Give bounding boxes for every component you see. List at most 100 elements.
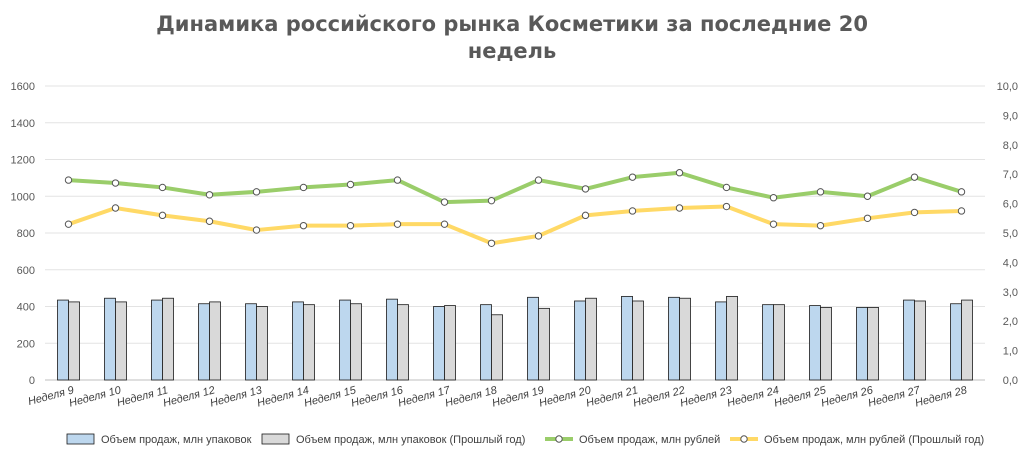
y-right-tick-label: 2,0 (1003, 316, 1018, 328)
data-point (675, 204, 684, 212)
x-tick-label: Неделя 28 (914, 384, 969, 410)
data-point (581, 185, 590, 193)
bar (527, 296, 539, 381)
bar (303, 304, 315, 381)
legend: Объем продаж, млн упаковок Объем продаж, … (66, 433, 984, 446)
bar (198, 303, 210, 381)
bar (773, 304, 785, 381)
data-point (863, 192, 872, 200)
data-point (252, 188, 261, 196)
series-line (66, 170, 964, 205)
bar (632, 300, 644, 381)
x-tick-label: Неделя 15 (303, 384, 358, 410)
bar (762, 304, 774, 381)
y-left-tick-label: 200 (17, 338, 35, 350)
y-right-tick-label: 10,0 (997, 81, 1018, 93)
y-left-tick-label: 800 (17, 228, 35, 240)
bar (57, 299, 69, 381)
y-left-tick-label: 0 (29, 375, 35, 387)
y-left-tick-label: 1000 (11, 191, 35, 203)
legend-label: Объем продаж, млн упаковок (101, 434, 252, 446)
bar (914, 300, 926, 381)
x-tick-label: Неделя 17 (397, 384, 452, 410)
bar (397, 304, 409, 381)
bar (292, 301, 304, 381)
data-point (957, 207, 966, 215)
bar (538, 307, 550, 381)
x-tick-label: Неделя 25 (773, 384, 828, 410)
bar (444, 305, 456, 381)
bar (621, 295, 633, 381)
data-point (158, 183, 167, 192)
line-series (64, 169, 966, 247)
bar (867, 307, 879, 381)
data-point (628, 207, 637, 215)
data-point (346, 180, 355, 189)
data-point (722, 202, 731, 211)
x-tick-label: Неделя 21 (585, 384, 639, 409)
data-point (393, 220, 402, 228)
data-point (111, 204, 120, 212)
x-tick-label: Неделя 16 (350, 384, 405, 410)
y-left-tick-label: 600 (17, 265, 35, 277)
x-tick-label: Неделя 12 (162, 384, 216, 409)
y-right-tick-label: 6,0 (1003, 199, 1018, 211)
bar (256, 306, 268, 381)
bar (961, 299, 973, 381)
y-right-tick-label: 0,0 (1003, 375, 1018, 387)
bar (339, 299, 351, 381)
y-left-tick-label: 1200 (11, 155, 35, 167)
y-axis-right: 0,0 1,0 2,0 3,0 4,0 5,0 6,0 7,0 8,0 9,0 10,0 (997, 81, 1018, 387)
y-left-tick-label: 1400 (11, 118, 35, 130)
data-point (487, 196, 496, 205)
data-point (299, 221, 308, 230)
data-point (628, 173, 637, 181)
bar (480, 304, 492, 381)
bar (856, 307, 868, 381)
y-right-tick-label: 4,0 (1003, 257, 1018, 269)
data-point (534, 232, 543, 240)
data-point (957, 188, 966, 196)
data-point (393, 176, 402, 184)
data-point (816, 221, 825, 230)
data-point (252, 226, 261, 234)
y-right-tick-label: 5,0 (1003, 228, 1018, 240)
y-left-tick-label: 1600 (11, 81, 35, 93)
data-point (346, 221, 355, 230)
bar (433, 306, 445, 381)
data-point (299, 183, 308, 192)
x-tick-label: Неделя 23 (679, 384, 734, 410)
legend-swatch (66, 433, 95, 445)
data-point (675, 169, 684, 177)
x-tick-label: Неделя 10 (68, 384, 123, 410)
data-point (769, 220, 778, 228)
bar (726, 295, 738, 381)
y-right-tick-label: 8,0 (1003, 140, 1018, 152)
bar (679, 297, 691, 381)
legend-marker (740, 435, 748, 443)
bar (245, 303, 257, 381)
series-line (66, 204, 964, 246)
bar (715, 301, 727, 381)
legend-label: Объем продаж, млн рублей (579, 434, 720, 446)
bar (68, 301, 80, 381)
data-point (722, 183, 731, 192)
chart-title-line-2: недель (468, 39, 557, 63)
gridlines (45, 85, 985, 381)
x-tick-label: Неделя 26 (820, 384, 875, 410)
y-axis-left: 0 200 400 600 800 1000 1200 1400 1600 (11, 81, 35, 387)
data-point (64, 176, 73, 184)
bar (574, 300, 586, 381)
x-tick-label: Неделя 18 (444, 384, 499, 410)
legend-marker (555, 435, 563, 443)
x-tick-label: Неделя 9 (27, 384, 76, 408)
y-right-tick-label: 7,0 (1003, 169, 1018, 181)
x-tick-label: Неделя 13 (209, 384, 264, 410)
data-point (158, 211, 167, 220)
bar (350, 303, 362, 381)
legend-swatch (261, 433, 290, 445)
bar-series (57, 295, 973, 381)
y-left-tick-label: 400 (17, 302, 35, 314)
data-point (910, 208, 919, 217)
bar (668, 296, 680, 381)
